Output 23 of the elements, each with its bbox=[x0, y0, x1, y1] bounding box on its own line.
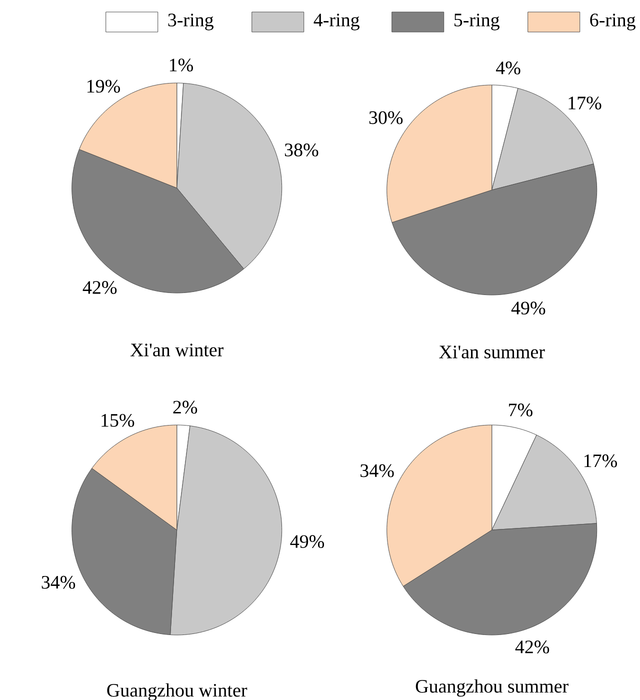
legend-label: 3-ring bbox=[168, 14, 214, 30]
legend-label: 4-ring bbox=[314, 14, 360, 30]
text: Guangzhou summer bbox=[416, 679, 569, 697]
data-label: 42% bbox=[515, 640, 550, 654]
data-label: 4% bbox=[496, 62, 520, 74]
data-label: 17% bbox=[584, 454, 618, 468]
data-label: 49% bbox=[511, 302, 546, 315]
text: Xi'an summer bbox=[439, 346, 545, 358]
legend-label: 6-ring bbox=[590, 14, 636, 30]
data-label: 1% bbox=[170, 58, 194, 72]
data-label: 49% bbox=[290, 535, 324, 548]
data-label: 15% bbox=[102, 414, 134, 427]
data-label: 34% bbox=[360, 464, 394, 478]
data-label: 7% bbox=[509, 404, 533, 416]
data-label: 38% bbox=[285, 144, 318, 156]
data-label: 34% bbox=[42, 576, 76, 589]
legend-label: 5-ring bbox=[454, 14, 500, 30]
data-label: 42% bbox=[82, 281, 117, 294]
data-label: 17% bbox=[568, 96, 602, 110]
data-label: 2% bbox=[173, 400, 198, 414]
data-label: 30% bbox=[369, 111, 403, 124]
data-label: 19% bbox=[88, 80, 120, 93]
text: Xi'an winter bbox=[130, 344, 224, 356]
